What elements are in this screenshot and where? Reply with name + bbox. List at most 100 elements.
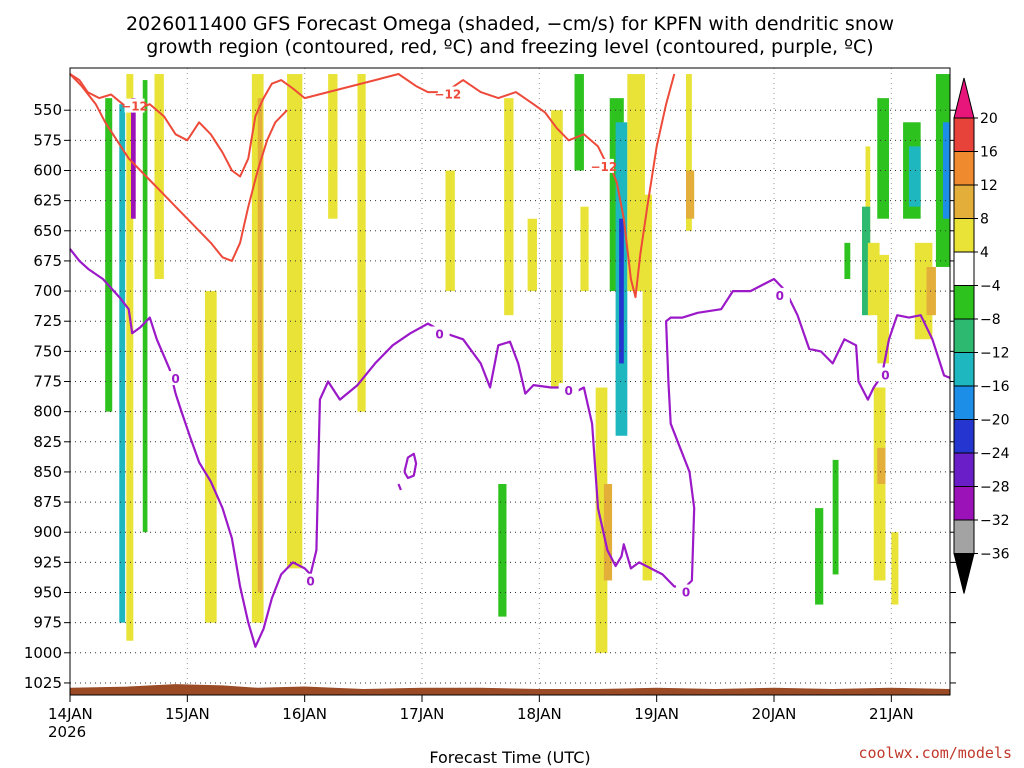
- omega-cell: [686, 74, 692, 231]
- freezing-level-label-bg: [558, 383, 579, 398]
- y-tick-label: 1000: [24, 644, 62, 662]
- x-tick-label: 17JAN: [400, 705, 445, 723]
- dgz-minus12-contour: [69, 73, 676, 299]
- omega-cell: [642, 194, 652, 581]
- x-tick-label: 21JAN: [869, 705, 914, 723]
- omega-cell: [877, 254, 889, 364]
- y-tick-label: 975: [33, 614, 62, 632]
- omega-cell: [498, 483, 507, 617]
- omega-cell: [105, 98, 113, 412]
- colorbar-label: −16: [980, 379, 1010, 395]
- freezing-level-label-bg: [676, 584, 696, 599]
- x-tick-label: 14JAN: [48, 705, 93, 723]
- freezing-level-label: 0: [682, 586, 690, 600]
- colorbar-box: [953, 184, 975, 219]
- colorbar-label: −12: [980, 346, 1010, 362]
- freezing-level-label: 0: [881, 368, 889, 382]
- y-tick-label: 800: [33, 403, 62, 421]
- y-tick-label: 675: [33, 252, 62, 270]
- y-tick-label: 950: [33, 584, 62, 602]
- colorbar-box: [953, 486, 975, 521]
- dgz-minus16-contour: [69, 73, 288, 262]
- colorbar-box: [953, 218, 975, 253]
- colorbar-box: [953, 117, 975, 152]
- colorbar-box: [953, 285, 975, 320]
- colorbar-label: 20: [980, 111, 998, 127]
- freezing-level-island: [403, 452, 418, 480]
- y-tick-label: 550: [33, 101, 62, 119]
- omega-cell: [527, 218, 537, 292]
- omega-cell: [204, 291, 217, 623]
- colorbar-box: [953, 519, 975, 554]
- omega-cell: [154, 74, 164, 280]
- omega-cell: [357, 74, 366, 412]
- colorbar-box: [953, 452, 975, 487]
- colorbar-label: −20: [980, 413, 1010, 429]
- y-tick-label: 775: [33, 373, 62, 391]
- colorbar-label: 4: [980, 245, 989, 261]
- dgz-contour-label-bg: [124, 98, 145, 113]
- omega-cell: [257, 98, 263, 593]
- grid-lines: [70, 68, 950, 695]
- dgz-contour-label: −12: [434, 88, 461, 102]
- colorbar: 20 16 12 8 4 −4 −8 −12 −16 −20 −24 −28 −32 −36: [953, 77, 1010, 594]
- y-tick-label: 900: [33, 523, 62, 541]
- y-tick-label: 725: [33, 312, 62, 330]
- omega-cell: [877, 447, 886, 484]
- omega-cell: [504, 98, 514, 316]
- colorbar-box: [953, 385, 975, 420]
- colorbar-label: −4: [980, 279, 1001, 295]
- y-tick-label: 875: [33, 493, 62, 511]
- omega-cell: [815, 508, 824, 605]
- y-tick-label: 825: [33, 433, 62, 451]
- omega-cell: [551, 110, 563, 388]
- credit-text: coolwx.com/models: [858, 744, 1012, 762]
- chart-title-line1: 2026011400 GFS Forecast Omega (shaded, −…: [126, 13, 894, 35]
- x-tick-sublabel: 2026: [48, 723, 86, 741]
- terrain-fill: [70, 684, 950, 695]
- y-tick-label: 850: [33, 463, 62, 481]
- dgz-contour-label: −12: [590, 160, 617, 174]
- chart-title-line2: growth region (contoured, red, ºC) and f…: [146, 36, 873, 58]
- dgz-contour-label-bg: [437, 86, 458, 101]
- colorbar-bottom-arrow: [953, 553, 975, 594]
- freezing-level-label-bg: [300, 573, 321, 588]
- freezing-level-label-bg: [429, 326, 450, 341]
- omega-cell: [877, 98, 889, 219]
- x-axis-title: Forecast Time (UTC): [429, 748, 590, 767]
- omega-cell: [686, 170, 695, 219]
- y-tick-label: 575: [33, 131, 62, 149]
- x-tick-label: 20JAN: [752, 705, 797, 723]
- terrain: [70, 684, 950, 695]
- colorbar-box: [953, 352, 975, 387]
- freezing-level-label-bg: [165, 371, 186, 386]
- contours: −12 −12 −12 0 0 0 0 0 0 0: [69, 73, 951, 648]
- colorbar-label: −28: [980, 480, 1010, 496]
- colorbar-top-arrow: [953, 77, 975, 119]
- y-tick-label: 925: [33, 553, 62, 571]
- colorbar-label: −32: [980, 513, 1010, 529]
- omega-cell: [287, 74, 303, 569]
- freezing-level-island: [397, 483, 402, 491]
- omega-cell: [891, 532, 899, 605]
- omega-cell: [627, 74, 645, 292]
- colorbar-label: −24: [980, 446, 1010, 462]
- colorbar-box: [953, 419, 975, 454]
- dgz-contour-label: −12: [121, 100, 148, 114]
- omega-cell: [862, 206, 871, 316]
- omega-cell: [603, 483, 613, 581]
- omega-cell: [580, 206, 589, 292]
- omega-cell: [328, 74, 338, 219]
- x-tick-label: 18JAN: [517, 705, 562, 723]
- freezing-level-label: 0: [171, 372, 179, 386]
- x-tick-label: 16JAN: [282, 705, 327, 723]
- colorbar-box: [953, 318, 975, 353]
- omega-cell: [908, 146, 921, 207]
- omega-cell: [867, 242, 880, 316]
- omega-cell: [619, 218, 624, 364]
- y-tick-label: 625: [33, 192, 62, 210]
- omega-cell: [942, 122, 950, 219]
- colorbar-box: [953, 151, 975, 186]
